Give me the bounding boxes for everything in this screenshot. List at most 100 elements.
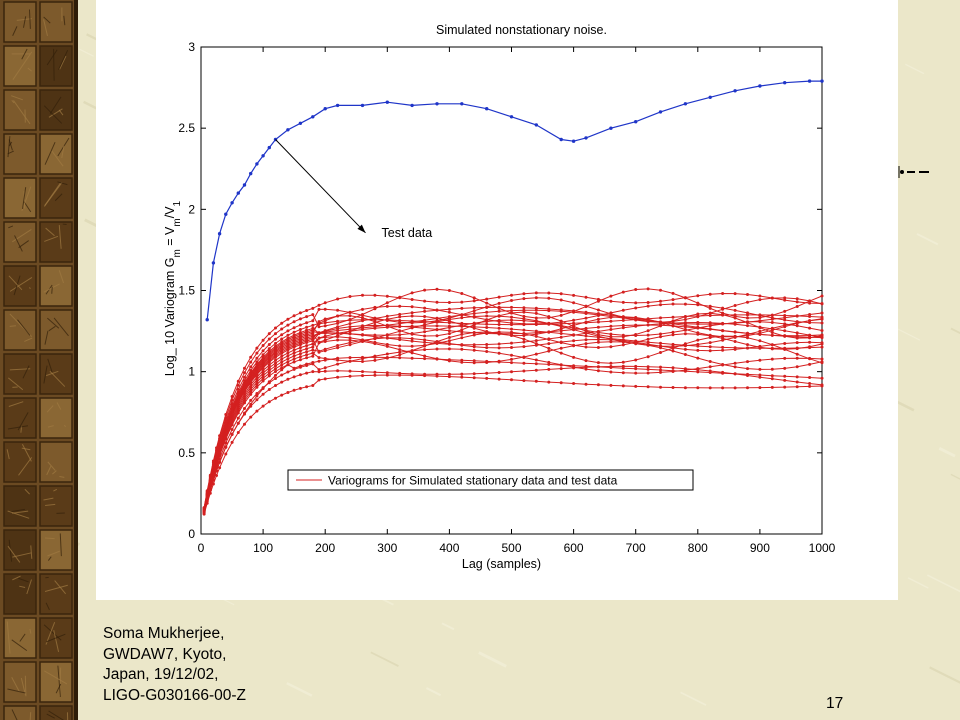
stationary-data-point — [621, 290, 625, 294]
stationary-data-point — [708, 360, 712, 363]
stationary-data-point — [292, 314, 296, 318]
texture-mark — [938, 446, 956, 458]
stationary-data-point — [323, 319, 327, 323]
strip-grain — [43, 497, 54, 501]
stationary-data-point — [634, 339, 638, 343]
stationary-data-point — [783, 298, 787, 302]
strip-grain — [54, 580, 67, 595]
stationary-data-point — [795, 335, 799, 339]
stationary-data-point — [783, 342, 787, 345]
stationary-data-point — [485, 376, 489, 380]
stationary-data-point — [274, 396, 277, 400]
stationary-data-point — [292, 333, 296, 337]
stationary-data-point — [708, 349, 712, 353]
stationary-data-point — [292, 357, 296, 361]
stationary-data-point — [280, 380, 284, 384]
stationary-data-point — [255, 346, 259, 350]
strip-tile — [3, 265, 37, 307]
strip-grain — [13, 275, 21, 296]
stationary-data-point — [770, 316, 774, 320]
stationary-data-point — [808, 384, 812, 388]
strip-grain — [47, 461, 56, 471]
strip-edge — [74, 0, 78, 720]
stationary-data-point — [683, 318, 687, 321]
stationary-data-point — [510, 341, 513, 345]
stationary-data-point — [646, 365, 650, 369]
stationary-data-point — [808, 340, 812, 344]
stationary-data-point — [485, 326, 489, 329]
stationary-data-point — [298, 355, 302, 359]
stationary-data-point — [336, 325, 340, 329]
stationary-data-point — [683, 315, 687, 318]
stationary-data-point — [385, 294, 389, 298]
stationary-data-point — [218, 434, 222, 438]
stationary-data-point — [746, 336, 749, 340]
strip-grain — [46, 405, 54, 413]
stationary-data-point — [323, 366, 327, 370]
stationary-data-point — [286, 323, 290, 327]
stationary-data-point — [423, 372, 427, 376]
stationary-data-point — [243, 366, 246, 370]
stationary-data-point — [472, 296, 476, 300]
stationary-data-point — [671, 315, 675, 319]
strip-grain — [57, 181, 68, 186]
stationary-data-point — [435, 341, 439, 345]
stationary-data-point — [460, 332, 464, 336]
stationary-data-point — [746, 372, 749, 376]
strip-grain — [47, 317, 60, 329]
x-tick-label: 900 — [750, 541, 770, 555]
stationary-data-point — [255, 394, 259, 398]
stationary-data-point — [721, 371, 725, 375]
stationary-data-point — [423, 357, 427, 361]
stationary-data-point — [280, 321, 284, 325]
stationary-data-point — [783, 366, 787, 370]
stationary-data-point — [255, 360, 259, 364]
stationary-data-point — [305, 347, 309, 351]
stationary-data-point — [423, 320, 427, 324]
texture-mark — [370, 651, 399, 667]
stationary-data-point — [267, 343, 271, 346]
strip-grain — [52, 470, 57, 475]
test-data-point — [410, 103, 414, 108]
strip-tile — [3, 705, 37, 720]
stationary-data-point — [460, 300, 464, 304]
strip-grain — [45, 503, 56, 506]
stationary-data-point — [435, 319, 439, 323]
test-data-point — [205, 318, 209, 322]
strip-grain — [43, 105, 63, 124]
strip-grain — [9, 277, 33, 292]
stationary-data-point — [733, 304, 737, 307]
stationary-data-point — [795, 331, 799, 335]
stationary-data-point — [572, 310, 576, 313]
stationary-data-point — [280, 354, 284, 358]
stationary-data-point — [696, 294, 700, 298]
stationary-data-point — [336, 319, 340, 323]
strip-tile — [3, 397, 37, 439]
x-tick-label: 1000 — [809, 541, 836, 555]
stationary-data-point — [534, 362, 538, 366]
stationary-data-point — [820, 342, 824, 346]
stationary-data-point — [659, 385, 662, 389]
stationary-data-point — [423, 323, 427, 327]
stationary-data-point — [547, 367, 551, 371]
stationary-data-point — [733, 314, 737, 318]
test-data-point — [634, 120, 638, 124]
stationary-data-point — [423, 309, 427, 313]
test-data-point — [323, 107, 327, 111]
stationary-data-point — [348, 311, 352, 314]
stationary-data-point — [795, 305, 799, 308]
stationary-data-point — [286, 357, 290, 361]
stationary-data-point — [596, 297, 600, 301]
texture-mark — [929, 666, 960, 684]
stationary-data-point — [205, 499, 209, 503]
strip-grain — [7, 425, 29, 430]
stationary-data-point — [522, 345, 526, 349]
stationary-data-point — [361, 340, 364, 343]
stationary-data-point — [497, 309, 501, 313]
stationary-data-point — [255, 351, 259, 355]
stationary-data-point — [348, 322, 352, 326]
stationary-data-point — [808, 321, 812, 325]
strip-grain — [18, 577, 29, 583]
stationary-data-point — [336, 369, 340, 373]
strip-grain — [66, 712, 69, 720]
